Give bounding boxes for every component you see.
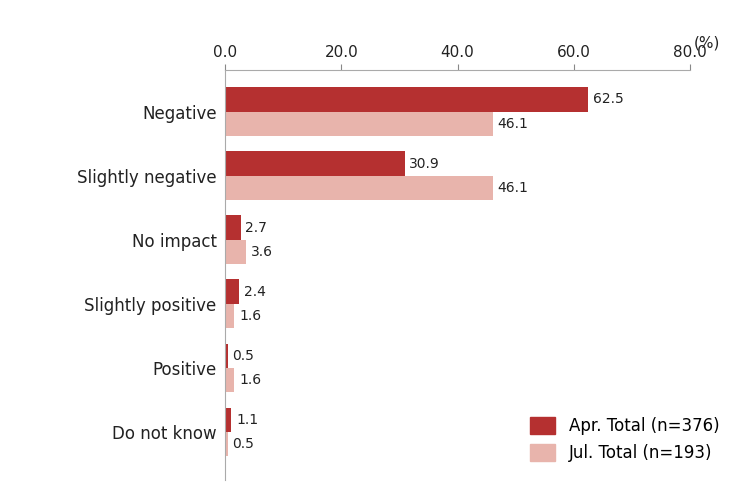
Text: (%): (%): [694, 35, 720, 50]
Bar: [225, 304, 234, 328]
Bar: [225, 432, 228, 456]
Text: 3.6: 3.6: [251, 245, 272, 259]
Text: 0.5: 0.5: [232, 348, 254, 362]
Bar: [225, 152, 404, 176]
Bar: [225, 216, 241, 240]
Bar: [225, 280, 239, 304]
Bar: [225, 368, 234, 392]
Text: 62.5: 62.5: [593, 92, 624, 106]
Bar: [225, 88, 588, 112]
Bar: [225, 240, 246, 264]
Bar: [225, 112, 493, 136]
Legend: Apr. Total (n=376), Jul. Total (n=193): Apr. Total (n=376), Jul. Total (n=193): [530, 417, 719, 462]
Text: 2.4: 2.4: [244, 284, 266, 298]
Text: 1.1: 1.1: [236, 413, 258, 427]
Text: 2.7: 2.7: [245, 220, 267, 234]
Text: 46.1: 46.1: [497, 181, 529, 195]
Text: 0.5: 0.5: [232, 437, 254, 451]
Bar: [225, 176, 493, 200]
Text: 30.9: 30.9: [410, 156, 440, 170]
Text: 1.6: 1.6: [239, 309, 261, 323]
Bar: [225, 408, 232, 432]
Bar: [225, 344, 228, 368]
Text: 46.1: 46.1: [497, 117, 529, 131]
Text: 1.6: 1.6: [239, 373, 261, 387]
